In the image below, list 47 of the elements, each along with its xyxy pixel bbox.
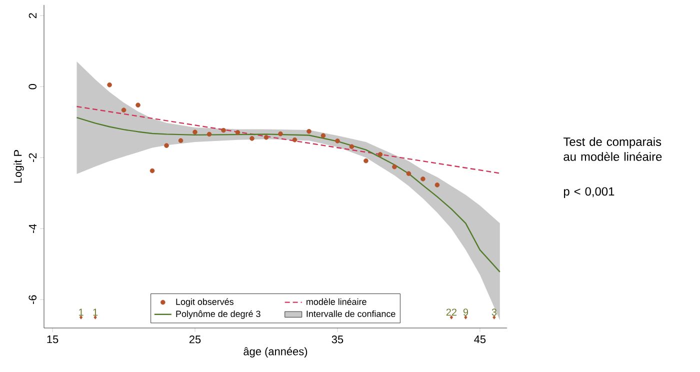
point [292,137,298,142]
point [392,164,397,170]
point [150,168,155,174]
point [349,144,354,150]
point [221,128,226,133]
point [107,82,112,88]
point [250,136,254,141]
point [420,176,426,182]
x-tick-label: 35 [332,336,344,344]
point [192,130,198,134]
point [434,182,440,188]
y-tick-label: -4 [28,224,36,234]
point [235,130,240,135]
x-tick-label: 45 [474,336,486,344]
legend-label: Logit observés [176,298,234,307]
annotation: 1 [79,308,84,316]
point [178,138,184,143]
point [406,171,412,176]
line-series [76,116,500,273]
point [136,102,140,108]
legend-label: Polynôme de degré 3 [176,310,260,319]
y-tick-label: 0 [28,84,36,90]
point [206,132,212,137]
text: p < 0,001 [564,187,614,198]
point [121,108,126,112]
x-tick-label: 25 [189,336,201,344]
point [335,138,340,144]
text: Test de comparais au modèle linéaire [563,137,662,161]
annotation: 22 [446,308,456,316]
y-axis-title: Logit P [14,150,24,183]
point [264,135,269,140]
x-axis-title: âge (années) [244,347,308,358]
y-tick-label: -2 [28,153,36,162]
annotation: 1 [93,308,98,316]
point [378,152,383,157]
point [164,143,169,148]
point [364,158,368,164]
y-tick-label: 2 [28,13,36,18]
point [320,133,326,138]
y-tick-label: -6 [28,295,36,304]
x-tick-label: 15 [47,336,58,344]
point [278,131,283,136]
annotation: 3 [492,308,497,316]
legend-label: modèle linéaire [306,298,366,305]
legend-label: Intervalle de confiance [306,310,396,318]
annotation: 9 [463,308,468,316]
point [306,128,312,134]
